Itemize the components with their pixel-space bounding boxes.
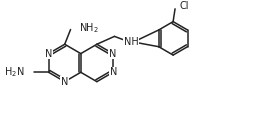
Text: Cl: Cl — [180, 1, 189, 11]
Text: N: N — [61, 77, 68, 87]
Text: N: N — [109, 49, 117, 59]
Text: NH$_2$: NH$_2$ — [79, 22, 99, 35]
Text: H$_2$N: H$_2$N — [4, 65, 24, 79]
Text: N: N — [45, 49, 52, 59]
Text: N: N — [110, 67, 118, 77]
Text: NH: NH — [124, 37, 139, 47]
